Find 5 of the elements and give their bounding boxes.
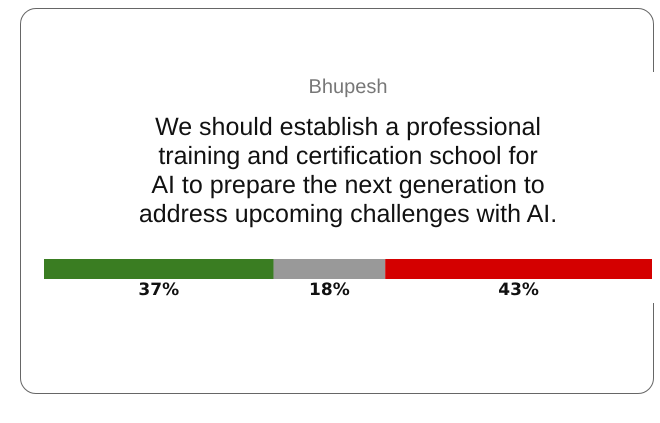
- data-label: 18%: [309, 280, 350, 300]
- chart-subtitle: We should establish a professional training and certification school for AI to prepare the next generation to address upcoming challenges with AI.: [138, 113, 558, 228]
- data-label: 43%: [498, 280, 539, 300]
- chart-title: Bhupesh: [308, 76, 388, 98]
- data-label: 37%: [138, 280, 180, 300]
